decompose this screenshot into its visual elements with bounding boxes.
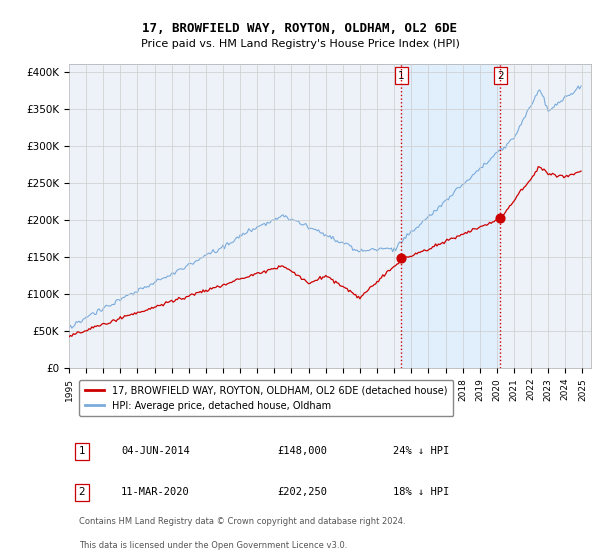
Bar: [401, 64, 500, 368]
Text: 2: 2: [79, 487, 85, 497]
Legend: 17, BROWFIELD WAY, ROYTON, OLDHAM, OL2 6DE (detached house), HPI: Average price,: 17, BROWFIELD WAY, ROYTON, OLDHAM, OL2 6…: [79, 380, 454, 417]
Text: Contains HM Land Registry data © Crown copyright and database right 2024.: Contains HM Land Registry data © Crown c…: [79, 517, 406, 526]
Text: 17, BROWFIELD WAY, ROYTON, OLDHAM, OL2 6DE: 17, BROWFIELD WAY, ROYTON, OLDHAM, OL2 6…: [143, 22, 458, 35]
Text: £148,000: £148,000: [278, 446, 328, 456]
Text: This data is licensed under the Open Government Licence v3.0.: This data is licensed under the Open Gov…: [79, 542, 348, 550]
Point: [496, 214, 505, 223]
Text: 2: 2: [497, 71, 503, 81]
Text: 1: 1: [79, 446, 85, 456]
Text: 24% ↓ HPI: 24% ↓ HPI: [392, 446, 449, 456]
Text: Price paid vs. HM Land Registry's House Price Index (HPI): Price paid vs. HM Land Registry's House …: [140, 39, 460, 49]
Text: 1: 1: [398, 71, 404, 81]
Text: 11-MAR-2020: 11-MAR-2020: [121, 487, 190, 497]
Text: 18% ↓ HPI: 18% ↓ HPI: [392, 487, 449, 497]
Point: [397, 254, 406, 263]
Text: 04-JUN-2014: 04-JUN-2014: [121, 446, 190, 456]
Text: £202,250: £202,250: [278, 487, 328, 497]
